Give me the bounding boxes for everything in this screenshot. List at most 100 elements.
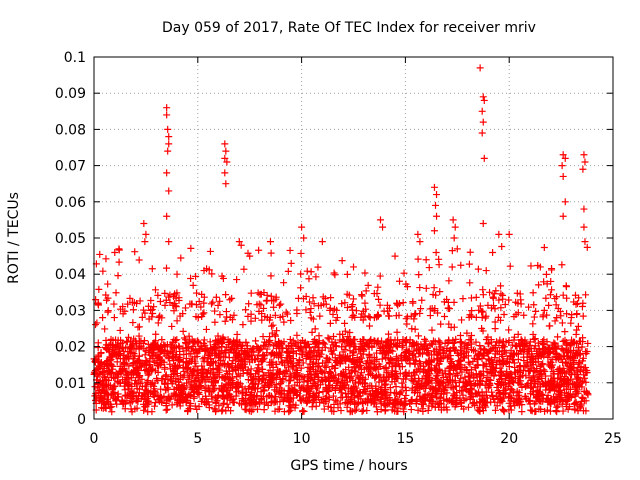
roti-point (289, 365, 297, 373)
roti-point (92, 296, 100, 304)
roti-point (107, 355, 115, 363)
roti-point (542, 270, 550, 278)
roti-point (541, 367, 549, 375)
roti-point (127, 405, 135, 413)
roti-point (464, 352, 472, 360)
roti-outlier-point (479, 118, 487, 126)
roti-point (419, 407, 427, 415)
roti-point (125, 385, 133, 393)
roti-point (238, 347, 246, 355)
roti-point (474, 265, 482, 273)
roti-point (410, 342, 418, 350)
roti-outlier-point (505, 230, 513, 238)
roti-point (296, 347, 304, 355)
roti-point (407, 396, 415, 404)
roti-point (205, 404, 213, 412)
roti-point (540, 366, 548, 374)
roti-outlier-point (559, 151, 567, 159)
roti-point (391, 378, 399, 386)
roti-point (478, 307, 486, 315)
roti-point (219, 274, 227, 282)
roti-point (260, 371, 268, 379)
roti-point (436, 349, 444, 357)
roti-point (351, 357, 359, 365)
roti-point (213, 365, 221, 373)
roti-point (307, 370, 315, 378)
roti-point (252, 337, 260, 345)
roti-point (211, 318, 219, 326)
roti-point (102, 291, 110, 299)
roti-point (240, 265, 248, 273)
roti-point (272, 360, 280, 368)
roti-point (584, 339, 592, 347)
roti-point (392, 383, 400, 391)
roti-outlier-point (558, 162, 566, 170)
chart-title: Day 059 of 2017, Rate Of TEC Index for r… (162, 20, 536, 36)
roti-point (123, 374, 131, 382)
roti-point (329, 333, 337, 341)
y-tick-label: 0.06 (55, 195, 86, 211)
roti-point (167, 373, 175, 381)
roti-point (297, 397, 305, 405)
roti-point (372, 384, 380, 392)
roti-point (372, 363, 380, 371)
roti-point (329, 392, 337, 400)
roti-point (173, 369, 181, 377)
roti-point (309, 315, 317, 323)
roti-point (366, 336, 374, 344)
roti-point (300, 340, 308, 348)
roti-point (183, 344, 191, 352)
roti-point (394, 407, 402, 415)
roti-point (200, 293, 208, 301)
roti-point (543, 280, 551, 288)
roti-point (96, 250, 104, 258)
roti-point (157, 342, 165, 350)
roti-point (166, 299, 174, 307)
roti-point (421, 396, 429, 404)
roti-point (368, 382, 376, 390)
roti-point (209, 366, 217, 374)
roti-point (408, 375, 416, 383)
roti-outlier-point (430, 227, 438, 235)
roti-point (223, 387, 231, 395)
roti-point (114, 373, 122, 381)
roti-point (176, 402, 184, 410)
roti-point (355, 392, 363, 400)
roti-point (229, 339, 237, 347)
roti-point (434, 401, 442, 409)
roti-point (276, 384, 284, 392)
roti-point (126, 294, 134, 302)
roti-point (287, 317, 295, 325)
roti-point (467, 331, 475, 339)
roti-point (398, 379, 406, 387)
roti-outlier-point (581, 238, 589, 246)
roti-point (579, 377, 587, 385)
roti-point (425, 402, 433, 410)
roti-point (427, 364, 435, 372)
roti-point (179, 327, 187, 335)
roti-outlier-point (580, 151, 588, 159)
roti-point (428, 340, 436, 348)
roti-point (200, 309, 208, 317)
roti-point (362, 287, 370, 295)
roti-point (582, 369, 590, 377)
roti-point (355, 356, 363, 364)
roti-point (578, 343, 586, 351)
roti-point (156, 297, 164, 305)
roti-point (245, 407, 253, 415)
roti-point (566, 342, 574, 350)
roti-point (376, 272, 384, 280)
roti-point (557, 376, 565, 384)
roti-point (134, 323, 142, 331)
roti-point (106, 369, 114, 377)
roti-point (537, 405, 545, 413)
roti-point (233, 276, 241, 284)
roti-point (414, 255, 422, 263)
roti-point (209, 382, 217, 390)
roti-point (110, 314, 118, 322)
roti-point (105, 341, 113, 349)
roti-point (190, 387, 198, 395)
roti-point (465, 388, 473, 396)
roti-point (412, 310, 420, 318)
roti-point (155, 354, 163, 362)
